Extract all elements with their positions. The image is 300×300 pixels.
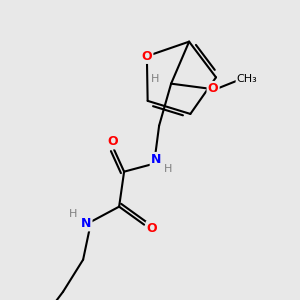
Text: O: O: [147, 222, 158, 235]
Text: O: O: [142, 50, 152, 63]
Text: H: H: [151, 74, 159, 84]
Text: H: H: [69, 209, 77, 219]
Text: O: O: [108, 135, 118, 148]
Text: H: H: [164, 164, 172, 174]
Text: N: N: [151, 153, 161, 166]
Text: CH₃: CH₃: [237, 74, 257, 84]
Text: N: N: [81, 217, 91, 230]
Text: O: O: [208, 82, 218, 95]
